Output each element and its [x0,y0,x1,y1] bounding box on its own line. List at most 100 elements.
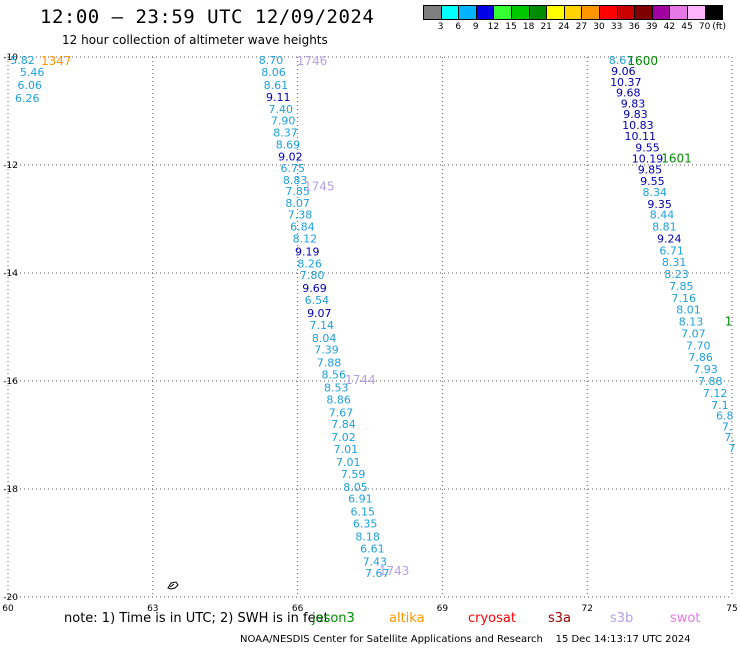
wave-height-label: 7.14 [309,319,334,332]
wave-height-label: 8.07 [285,197,310,210]
x-tick-label: 66 [292,604,304,614]
wave-height-label: 10.83 [622,119,654,132]
y-tick-label: -20 [3,593,18,603]
legend-satellite-cryosat: cryosat [468,611,516,626]
color-swatch-label: 9 [472,22,479,32]
wave-height-label: 8.13 [679,316,704,329]
wave-height-label: 9.24 [657,232,682,245]
credit-text: NOAA/NESDIS Center for Satellite Applica… [240,634,543,645]
wave-height-label: 10.19 [632,153,664,166]
wave-height-label: 8.86 [326,393,351,406]
pass-time-label: 1743 [379,564,410,578]
wave-height-label: 8.81 [652,221,677,234]
y-tick-label: -16 [3,377,18,387]
wave-height-label: 7.40 [268,103,293,116]
wave-height-label: 9.02 [278,150,303,163]
wave-height-label: 8.05 [343,481,368,494]
pass-time-label: 1601 [661,151,692,165]
y-tick-label: -12 [3,161,18,171]
wave-height-label: 9.19 [295,245,320,258]
legend-note: note: 1) Time is in UTC; 2) SWH is in fe… [64,611,329,626]
wave-height-label: 7.70 [686,339,711,352]
wave-height-label: 7.43 [363,555,388,568]
wave-height-label: 8.18 [355,531,380,544]
color-swatch-label: 70 [698,22,711,32]
color-swatch-label: 18 [522,22,535,32]
color-swatch-label: 36 [628,22,640,32]
island-outline [167,581,179,590]
wave-height-label: 9.83 [623,108,648,121]
color-swatch-label: 3 [437,22,444,32]
wave-height-label: 8.61 [264,79,289,92]
color-swatch-label: 6 [455,22,462,32]
wave-height-label: 8.83 [283,174,308,187]
pass-time-label: 1745 [304,180,335,194]
wave-height-label: 7.84 [331,418,356,431]
wave-height-label: 8.67 [609,54,634,67]
wave-height-label: 7. [722,420,733,433]
wave-height-label: 9.83 [621,97,646,110]
color-swatch-label: 30 [593,22,605,32]
wave-height-label: 8.44 [650,209,675,222]
pass-time-label: 1746 [297,54,328,68]
wave-height-label: 6.15 [351,506,376,519]
wave-height-label: 8.37 [273,127,298,140]
wave-height-label: 7.12 [703,387,728,400]
wave-height-label: 7.88 [317,357,342,370]
wave-height-label: 7.85 [285,185,310,198]
wave-height-label: 5.46 [20,66,45,79]
color-swatch-label: 12 [487,22,500,32]
timestamp-text: 15 Dec 14:13:17 UTC 2024 [555,634,691,645]
wave-height-label: 8.26 [297,257,322,270]
wave-height-label: 6.8 [716,410,734,423]
wave-height-label: 9.06 [611,65,636,78]
color-swatch-label: 45 [681,22,693,32]
wave-height-label: 9.55 [640,175,665,188]
color-swatch-label: 42 [663,22,676,32]
wave-height-label: 7.59 [341,468,366,481]
footer-credit: NOAA/NESDIS Center for Satellite Applica… [240,634,691,645]
wave-height-label: 7.67 [329,406,354,419]
wave-height-label: 8.34 [643,186,668,199]
wave-height-label: 7.88 [698,375,723,388]
wave-height-label: 6.26 [15,92,40,105]
wave-height-label: 8.12 [293,232,318,245]
x-tick-label: 63 [147,604,158,614]
y-tick-label: -18 [3,485,18,495]
wave-height-label: 7.07 [681,327,706,340]
legend-satellite-jason3: jason3 [312,611,355,626]
color-swatch-label: 33 [610,22,623,32]
wave-height-label: 9.69 [302,282,327,295]
wave-height-label: 6.75 [281,162,306,175]
wave-height-label: 9.55 [635,142,660,155]
wave-height-label: 7.01 [334,443,359,456]
wave-height-label: 9.85 [638,163,663,176]
page-title: 12:00 – 23:59 UTC 12/09/2024 [40,6,375,28]
wave-height-label: 7.02 [331,431,356,444]
wave-height-label: 6.35 [353,518,378,531]
wave-height-label: 8.69 [276,138,301,151]
wave-height-label: 8.23 [664,268,689,281]
x-tick-label: 69 [437,604,449,614]
wave-height-label: 7.1 [711,399,729,412]
wave-height-label: 7.16 [671,292,696,305]
wave-height-label: 10.37 [610,76,642,89]
wave-height-label: 6.06 [17,79,42,92]
wave-height-label: 7.86 [688,351,713,364]
pass-time-label: 1744 [345,373,376,387]
wave-height-label: 7.93 [693,363,718,376]
color-swatch-label: 15 [505,22,517,32]
wave-height-label: 7.01 [336,456,361,469]
wave-height-label: 8.56 [322,369,347,382]
wave-height-label: 6.91 [348,493,373,506]
wave-height-label: 5.82 [10,54,35,67]
pass-time-label: 1347 [41,54,72,68]
wave-height-label: 10.11 [625,130,657,143]
color-swatch-label: 21 [540,22,552,32]
x-tick-label: 75 [726,604,737,614]
color-scale-unit: (ft) [712,22,726,32]
x-tick-label: 72 [581,604,592,614]
wave-height-label: 9.35 [647,198,672,211]
wave-height-label: 7.90 [271,115,296,128]
wave-height-label: 6.61 [360,542,385,555]
